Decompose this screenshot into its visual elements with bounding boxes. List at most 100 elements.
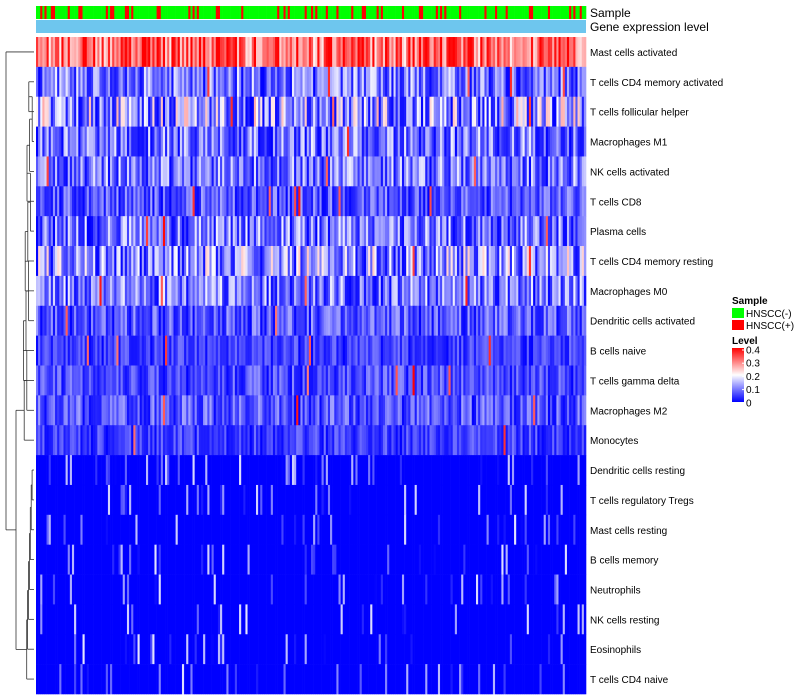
heatmap-cell: [122, 186, 126, 217]
heatmap-cell: [171, 156, 174, 187]
heatmap-cell: [359, 96, 363, 127]
heatmap-cell: [456, 216, 460, 247]
sample-cell: [114, 6, 117, 19]
heatmap-cell: [581, 275, 585, 307]
heatmap-cell: [429, 275, 432, 307]
heatmap-cell: [461, 365, 464, 396]
heatmap-cell: [368, 96, 371, 127]
heatmap-cell: [442, 126, 445, 157]
heatmap-cell: [192, 544, 195, 575]
heatmap-cell: [414, 425, 418, 456]
heatmap-cell: [376, 37, 379, 68]
heatmap-cell: [431, 216, 434, 247]
heatmap-cell: [361, 37, 365, 68]
heatmap-cell: [404, 455, 407, 486]
heatmap-cell: [181, 216, 185, 247]
heatmap-cell: [446, 275, 449, 307]
heatmap-cell: [205, 126, 208, 157]
heatmap-cell: [124, 96, 128, 127]
heatmap-cell: [372, 275, 375, 307]
heatmap-cell: [277, 66, 280, 98]
heatmap-cell: [291, 37, 295, 68]
heatmap-cell: [499, 66, 502, 98]
heatmap-cell: [275, 275, 278, 307]
heatmap-cell: [418, 544, 422, 575]
heatmap-cell: [410, 365, 413, 396]
heatmap-cell: [230, 305, 234, 336]
sample-cell: [433, 6, 437, 19]
heatmap-cell: [427, 66, 430, 98]
heatmap-cell: [304, 186, 308, 217]
heatmap-cell: [137, 246, 140, 277]
heatmap-cell: [226, 335, 229, 366]
heatmap-cell: [239, 395, 242, 426]
heatmap-cell: [247, 246, 250, 277]
heatmap-cell: [308, 186, 312, 217]
heatmap-cell: [59, 395, 62, 426]
heatmap-cell: [321, 484, 324, 516]
heatmap-cell: [264, 246, 267, 277]
heatmap-cell: [440, 66, 443, 98]
heatmap-cell: [448, 335, 451, 366]
heatmap-cell: [569, 156, 572, 187]
heatmap-cell: [323, 425, 327, 456]
heatmap-cell: [236, 96, 240, 127]
heatmap-cell: [541, 126, 544, 157]
heatmap-cell: [511, 96, 515, 127]
heatmap-cell: [165, 305, 168, 336]
heatmap-cell: [194, 335, 198, 366]
heatmap-cell: [366, 455, 369, 486]
heatmap-cell: [253, 484, 257, 516]
heatmap-cell: [245, 425, 248, 456]
heatmap-cell: [359, 484, 363, 516]
heatmap-cell: [363, 455, 367, 486]
heatmap-cell: [162, 186, 166, 217]
heatmap-cell: [177, 66, 181, 98]
heatmap-cell: [573, 455, 576, 486]
heatmap-cell: [353, 96, 356, 127]
heatmap-cell: [368, 514, 371, 545]
heatmap-cell: [313, 96, 316, 127]
heatmap-cell: [528, 395, 532, 426]
heatmap-cell: [245, 275, 248, 307]
heatmap-cell: [571, 365, 574, 396]
heatmap-cell: [499, 305, 502, 336]
heatmap-cell: [181, 275, 185, 307]
heatmap-cell: [270, 66, 274, 98]
heatmap-cell: [448, 156, 451, 187]
sample-cell: [120, 6, 124, 19]
heatmap-cell: [165, 96, 168, 127]
heatmap-cell: [397, 96, 401, 127]
heatmap-cell: [433, 335, 437, 366]
heatmap-cell: [277, 216, 280, 247]
heatmap-cell: [99, 305, 102, 336]
heatmap-cell: [266, 275, 269, 307]
heatmap-cell: [55, 484, 58, 516]
heatmap-cell: [332, 395, 335, 426]
sample-cell: [264, 6, 267, 19]
heatmap-cell: [118, 156, 121, 187]
sample-cell: [209, 6, 212, 19]
heatmap-cell: [535, 514, 538, 545]
heatmap-cell: [382, 544, 386, 575]
heatmap-cell: [38, 275, 41, 307]
heatmap-cell: [442, 335, 445, 366]
heatmap-cell: [505, 455, 509, 486]
sample-cell: [236, 6, 240, 19]
sample-cell: [359, 6, 363, 19]
heatmap-cell: [325, 395, 329, 426]
heatmap-cell: [291, 365, 295, 396]
sample-cell: [217, 6, 221, 19]
heatmap-cell: [173, 246, 176, 277]
heatmap-cell: [533, 425, 536, 456]
heatmap-cell: [539, 126, 542, 157]
heatmap-cell: [277, 514, 280, 545]
heatmap-cell: [488, 514, 492, 545]
heatmap-cell: [355, 365, 358, 396]
heatmap-cell: [351, 514, 354, 545]
heatmap-cell: [152, 156, 155, 187]
sample-cell: [287, 6, 291, 19]
heatmap-cell: [488, 186, 492, 217]
heatmap-cell: [319, 246, 322, 277]
heatmap-cell: [516, 126, 519, 157]
